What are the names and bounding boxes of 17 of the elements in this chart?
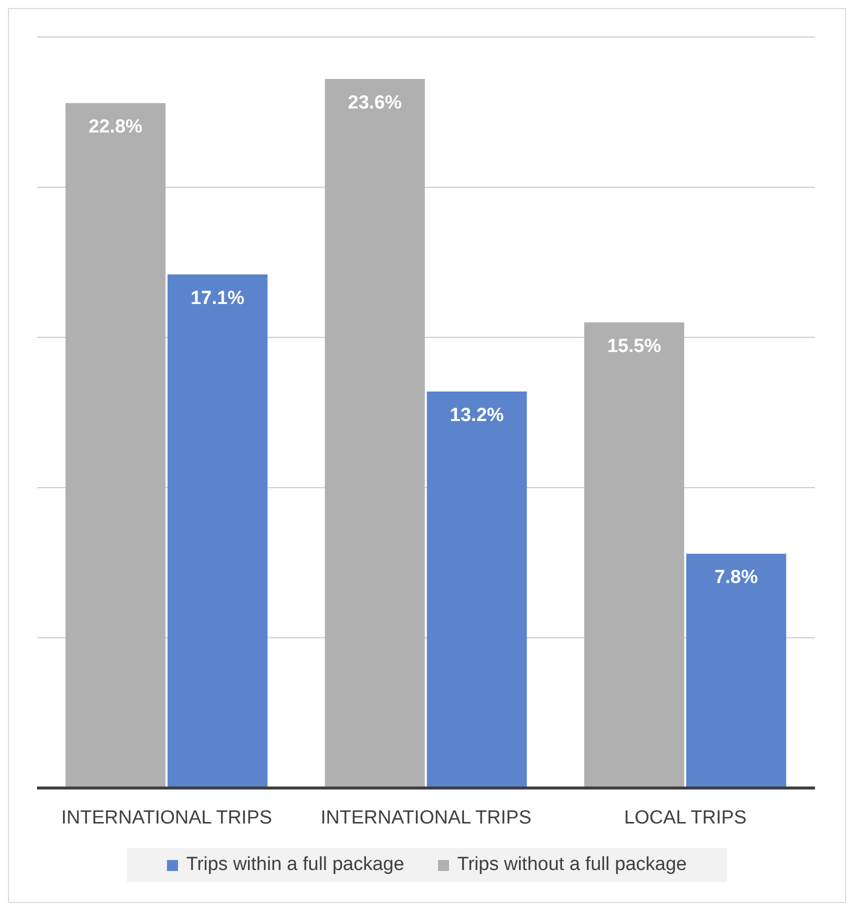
legend-label: Trips within a full package [185, 854, 404, 876]
data-label: 22.8% [88, 116, 143, 138]
bar [168, 274, 268, 788]
bar [66, 103, 166, 788]
x-tick-label: INTERNATIONAL TRIPS [320, 807, 532, 828]
legend-label: Trips without a full package [456, 854, 687, 876]
data-label: 13.2% [450, 404, 504, 426]
x-tick-label: INTERNATIONAL TRIPS [61, 807, 272, 828]
data-label: 7.8% [714, 567, 758, 588]
data-label: 23.6% [348, 92, 402, 114]
bar [686, 554, 786, 788]
x-tick-label: LOCAL TRIPS [624, 807, 747, 828]
bar [324, 79, 425, 788]
data-label: 17.1% [190, 288, 245, 309]
bar [584, 322, 684, 788]
bar [426, 391, 527, 788]
data-label: 15.5% [607, 336, 662, 357]
